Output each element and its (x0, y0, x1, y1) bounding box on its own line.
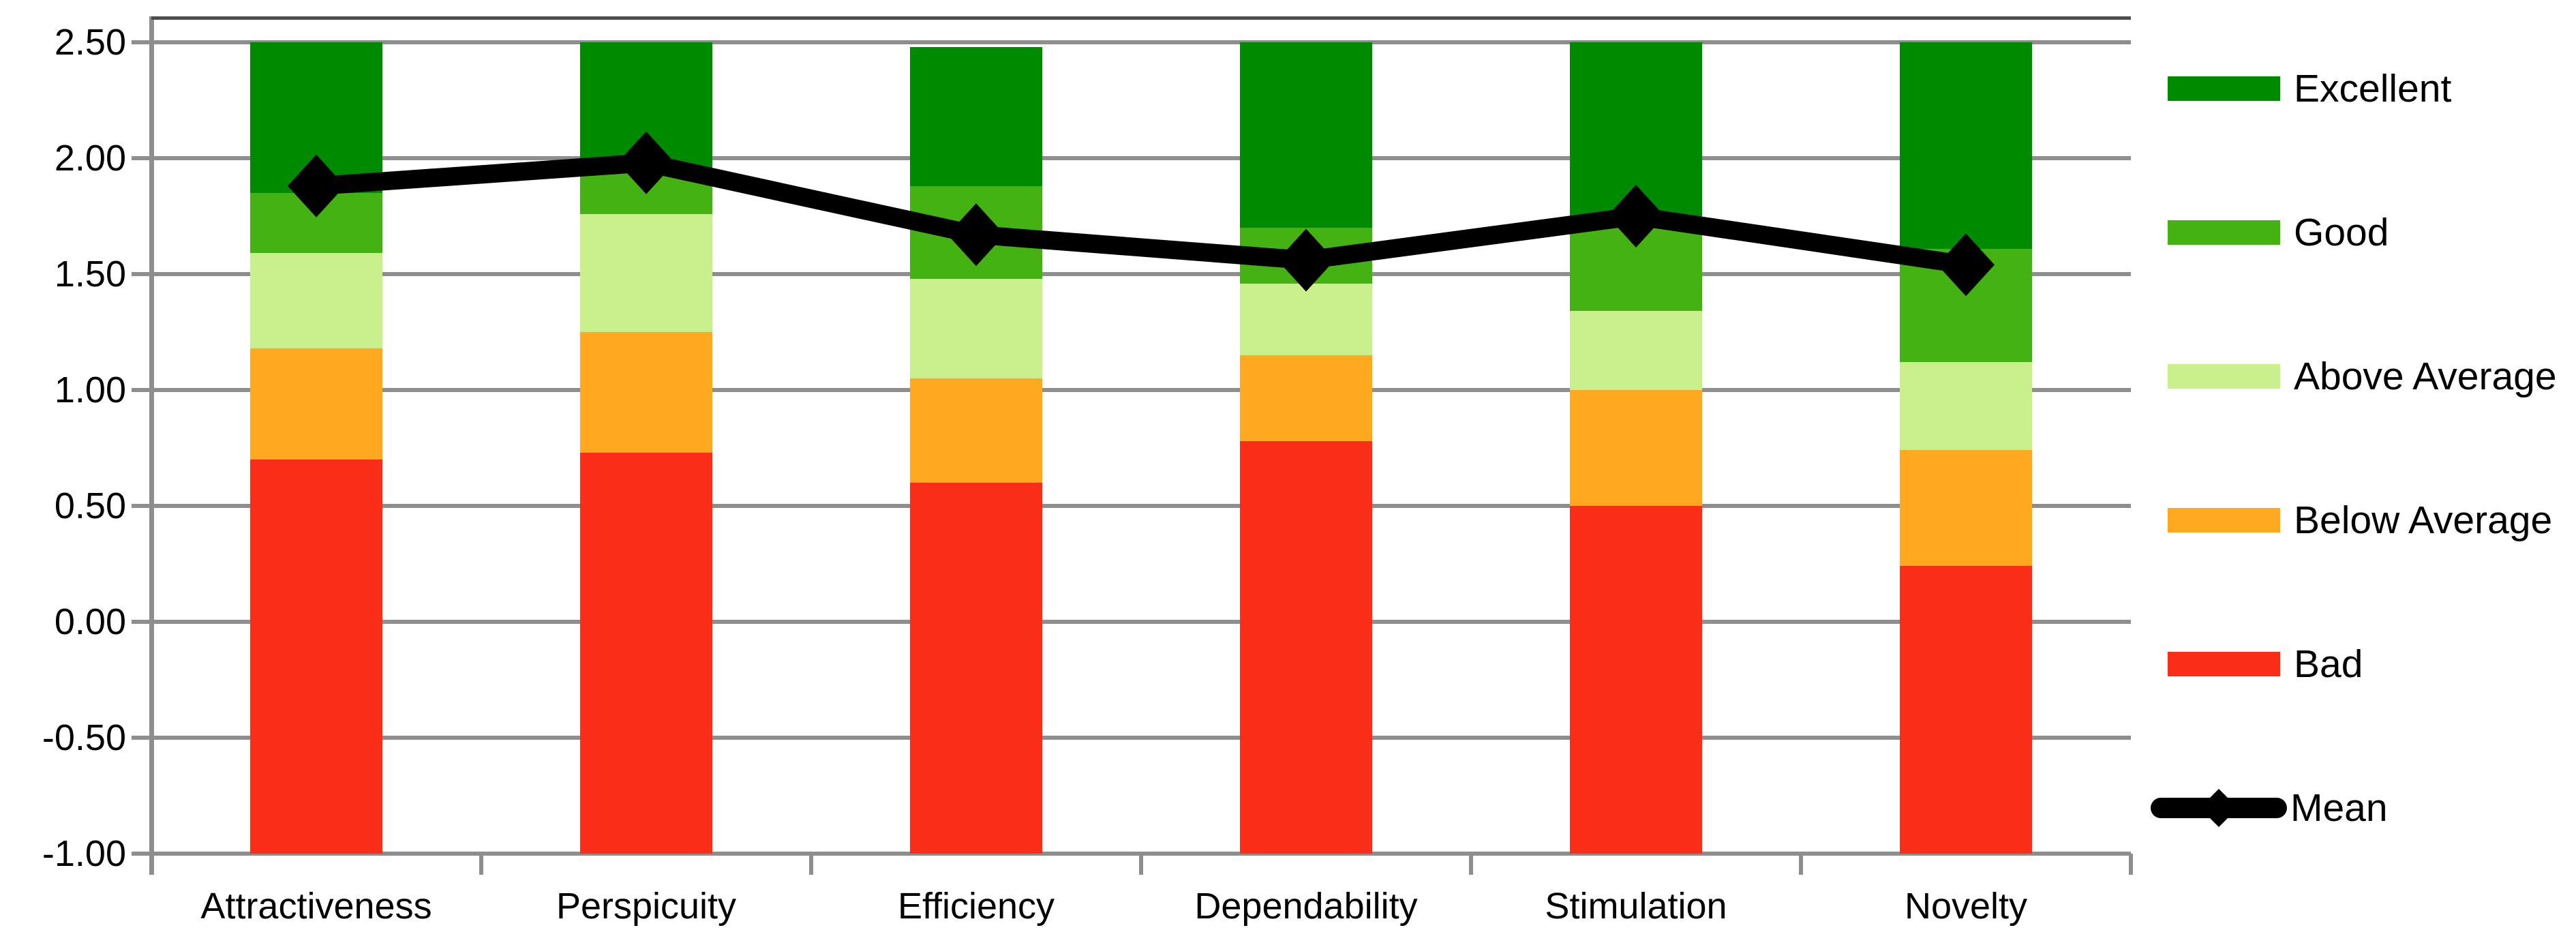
mean-marker-novelty (1937, 233, 1995, 297)
legend-label-bad: Bad (2294, 642, 2363, 686)
bar-segment-above-average-dependability (1240, 283, 1372, 355)
bar-segment-above-average-novelty (1900, 362, 2032, 451)
x-category-label-perspicuity: Perspicuity (556, 886, 737, 927)
bar-segment-bad-attractiveness (250, 460, 382, 854)
y-tick-label-2.50: 2.50 (54, 22, 126, 63)
legend-row-excellent: Excellent (2168, 65, 2451, 112)
bar-segment-bad-novelty (1900, 566, 2032, 854)
legend-row-above-average: Above Average (2168, 352, 2557, 400)
y-axis-tick (132, 852, 149, 856)
x-category-label-efficiency: Efficiency (897, 886, 1055, 927)
plot-area-top-border (151, 16, 2131, 20)
legend-label-below-average: Below Average (2294, 498, 2553, 542)
bar-segment-below-average-stimulation (1570, 390, 1702, 506)
y-tick-label-1.50: 1.50 (54, 254, 126, 295)
x-axis-tick (809, 854, 813, 875)
legend-row-mean: Mean (2151, 784, 2388, 832)
bar-segment-above-average-efficiency (910, 278, 1042, 378)
bar-segment-above-average-perspicuity (580, 213, 712, 332)
legend-swatch-excellent (2168, 76, 2280, 101)
bar-segment-above-average-stimulation (1570, 311, 1702, 390)
legend-label-above-average: Above Average (2294, 354, 2557, 398)
x-category-label-attractiveness: Attractiveness (200, 886, 432, 927)
y-tick-label-0.50: 0.50 (54, 485, 126, 526)
bar-segment-below-average-attractiveness (250, 348, 382, 460)
y-tick-label--1.00: -1.00 (42, 833, 126, 874)
mean-marker-efficiency (948, 203, 1005, 267)
mean-line (307, 153, 1975, 274)
gridline-1.50 (151, 272, 2131, 276)
gridline-1.00 (151, 388, 2131, 392)
gridline--0.50 (151, 736, 2131, 740)
bar-segment-bad-stimulation (1570, 506, 1702, 854)
x-category-label-stimulation: Stimulation (1545, 886, 1727, 927)
mean-marker-stimulation (1607, 185, 1665, 247)
gridline-2.00 (151, 156, 2131, 160)
mean-marker-perspicuity (618, 131, 675, 194)
bar-segment-bad-dependability (1240, 440, 1372, 854)
bar-segment-below-average-novelty (1900, 450, 2032, 567)
y-tick-label--0.50: -0.50 (42, 717, 126, 758)
y-axis-tick (132, 40, 149, 44)
y-axis-tick (132, 272, 149, 276)
x-axis-tick (1799, 854, 1803, 875)
mean-marker-dependability (1277, 228, 1335, 292)
legend-label-excellent: Excellent (2294, 66, 2452, 110)
y-tick-label-1.00: 1.00 (54, 370, 126, 410)
x-axis-tick (1139, 854, 1143, 875)
gridline-0.00 (151, 620, 2131, 624)
gridline-2.50 (151, 40, 2131, 44)
legend-swatch-below-average (2168, 508, 2280, 532)
bar-segment-excellent-novelty (1900, 42, 2032, 249)
mean-marker-attractiveness (288, 154, 345, 217)
x-axis-tick (479, 854, 483, 875)
y-tick-label-2.00: 2.00 (54, 138, 126, 179)
y-axis-tick (132, 736, 149, 740)
bar-segment-below-average-dependability (1240, 355, 1372, 441)
bar-segment-below-average-efficiency (910, 378, 1042, 483)
y-axis-tick (132, 388, 149, 392)
x-category-label-dependability: Dependability (1194, 886, 1418, 927)
gridline-0.50 (151, 504, 2131, 508)
legend-row-bad: Bad (2168, 640, 2363, 688)
bar-segment-below-average-perspicuity (580, 332, 712, 453)
legend-row-below-average: Below Average (2168, 496, 2552, 544)
y-axis-tick (132, 504, 149, 508)
bar-segment-excellent-efficiency (910, 46, 1042, 186)
y-axis-tick (132, 620, 149, 624)
y-tick-label-0.00: 0.00 (54, 601, 126, 642)
bar-segment-excellent-dependability (1240, 42, 1372, 228)
legend-swatch-bad (2168, 652, 2280, 676)
legend-mean-line-icon (2151, 789, 2287, 827)
y-axis-tick (132, 156, 149, 160)
bar-segment-above-average-attractiveness (250, 253, 382, 348)
x-axis-tick (149, 854, 153, 875)
x-axis-tick (1469, 854, 1473, 875)
bar-segment-bad-perspicuity (580, 452, 712, 854)
legend-label-good: Good (2294, 210, 2389, 254)
bar-segment-bad-efficiency (910, 483, 1042, 854)
legend-label-mean: Mean (2290, 785, 2388, 830)
legend-swatch-above-average (2168, 364, 2280, 389)
legend-swatch-good (2168, 220, 2280, 245)
x-axis-tick (2129, 854, 2133, 875)
x-category-label-novelty: Novelty (1904, 886, 2028, 927)
legend-row-good: Good (2168, 209, 2389, 256)
y-axis-line (149, 16, 154, 875)
